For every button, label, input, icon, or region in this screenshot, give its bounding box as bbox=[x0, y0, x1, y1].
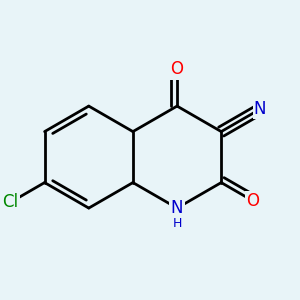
Text: N: N bbox=[171, 199, 183, 217]
Text: H: H bbox=[172, 217, 182, 230]
Text: O: O bbox=[247, 192, 260, 210]
Text: Cl: Cl bbox=[2, 194, 18, 211]
Text: O: O bbox=[171, 60, 184, 78]
Text: N: N bbox=[254, 100, 266, 118]
